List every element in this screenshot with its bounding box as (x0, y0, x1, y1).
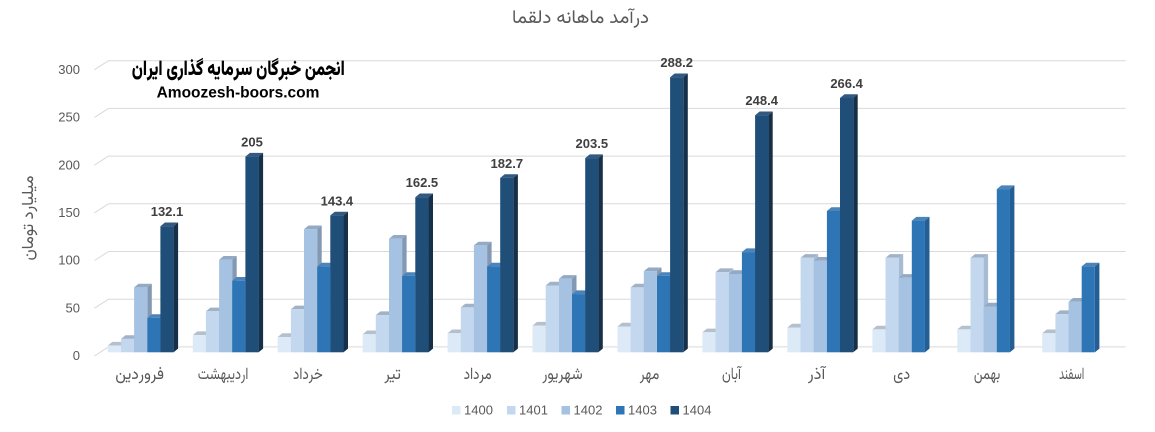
svg-text:0: 0 (73, 348, 80, 363)
svg-text:1402: 1402 (574, 403, 603, 418)
svg-text:288.2: 288.2 (660, 55, 693, 70)
svg-text:1404: 1404 (683, 403, 712, 418)
svg-text:132.1: 132.1 (151, 204, 184, 219)
svg-text:266.4: 266.4 (830, 76, 863, 91)
svg-text:200: 200 (58, 157, 80, 172)
svg-text:1403: 1403 (628, 403, 657, 418)
svg-text:143.4: 143.4 (321, 193, 354, 208)
svg-text:150: 150 (58, 205, 80, 220)
svg-text:300: 300 (58, 62, 80, 77)
svg-text:50: 50 (66, 300, 80, 315)
svg-text:100: 100 (58, 253, 80, 268)
svg-text:162.5: 162.5 (406, 175, 439, 190)
svg-text:1401: 1401 (519, 403, 548, 418)
svg-text:Amoozesh-boors.com: Amoozesh-boors.com (157, 85, 320, 102)
svg-text:203.5: 203.5 (576, 136, 609, 151)
svg-text:248.4: 248.4 (745, 93, 778, 108)
svg-text:1400: 1400 (464, 403, 493, 418)
svg-text:250: 250 (58, 110, 80, 125)
svg-text:182.7: 182.7 (491, 156, 524, 171)
svg-text:205: 205 (241, 135, 263, 150)
